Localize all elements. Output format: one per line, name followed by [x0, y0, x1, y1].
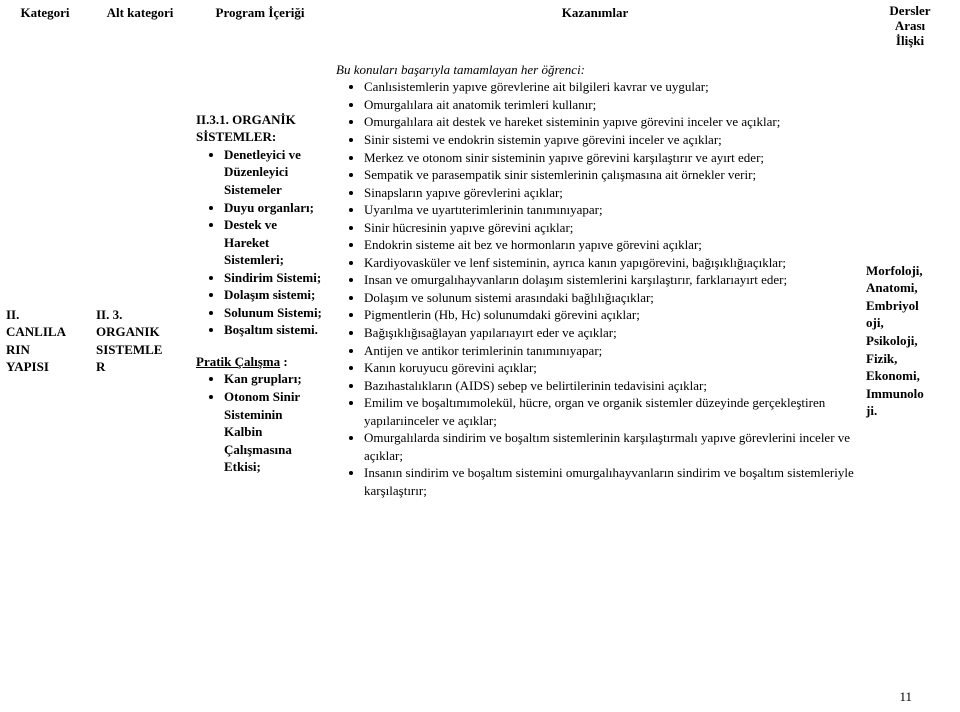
kazan-item: Uyarılma ve uyartıterimlerinin tanımınıy…: [364, 201, 854, 219]
dersler-l7: Ekonomi,: [866, 367, 954, 385]
header-kategori: Kategori: [0, 0, 90, 57]
header-row: Kategori Alt kategori Program İçeriği Ka…: [0, 0, 960, 57]
pratik-heading: Pratik Çalışma :: [196, 353, 324, 371]
program-items-list: Denetleyici ve Düzenleyici Sistemeler Du…: [196, 146, 324, 339]
pratik-item: Otonom Sinir Sisteminin Kalbin Çalışması…: [224, 388, 324, 476]
kazan-item: Emilim ve boşaltımımolekül, hücre, organ…: [364, 394, 854, 429]
dersler-l6: Fizik,: [866, 350, 954, 368]
program-item: Denetleyici ve Düzenleyici Sistemeler: [224, 146, 324, 199]
dersler-l8: Immunolo: [866, 385, 954, 403]
kazan-item: Sinir hücresinin yapıve görevini açıklar…: [364, 219, 854, 237]
cell-kategori: II. CANLILA RIN YAPISI: [0, 57, 90, 625]
dersler-block: Morfoloji, Anatomi, Embriyol oji, Psikol…: [866, 61, 954, 621]
pratik-label: Pratik Çalışma: [196, 354, 280, 369]
program-heading-l1: II.3.1. ORGANİK: [196, 111, 324, 129]
program-heading-l2: SİSTEMLER:: [196, 128, 324, 146]
kazan-item: Bağışıklığısağlayan yapılarıayırt eder v…: [364, 324, 854, 342]
alt-kategori-block: II. 3. ORGANIK SISTEMLE R: [96, 61, 184, 621]
page-number: 11: [899, 688, 912, 706]
cell-alt-kategori: II. 3. ORGANIK SISTEMLE R: [90, 57, 190, 625]
alt-kategori-num: II. 3.: [96, 306, 184, 324]
dersler-l9: ji.: [866, 402, 954, 420]
alt-kategori-title-l3: R: [96, 358, 184, 376]
kazan-item: Bazıhastalıkların (AIDS) sebep ve belirt…: [364, 377, 854, 395]
program-item: Boşaltım sistemi.: [224, 321, 324, 339]
kazan-item: Pigmentlerin (Hb, Hc) solunumdaki görevi…: [364, 306, 854, 324]
spacer: [196, 339, 324, 353]
program-item: Solunum Sistemi;: [224, 304, 324, 322]
header-dersler-l2: Arası: [866, 19, 954, 34]
program-item: Sindirim Sistemi;: [224, 269, 324, 287]
kazan-intro: Bu konuları başarıyla tamamlayan her öğr…: [336, 61, 854, 79]
program-item: Duyu organları;: [224, 199, 324, 217]
program-block: II.3.1. ORGANİK SİSTEMLER: Denetleyici v…: [196, 61, 324, 621]
kategori-title-l1: CANLILA: [6, 323, 84, 341]
header-dersler: Dersler Arası İlişki: [860, 0, 960, 57]
kazan-item: Antijen ve antikor terimlerinin tanımını…: [364, 342, 854, 360]
kazan-item: Omurgalılara ait destek ve hareket siste…: [364, 113, 854, 131]
header-program: Program İçeriği: [190, 0, 330, 57]
header-alt-kategori: Alt kategori: [90, 0, 190, 57]
dersler-l4: oji,: [866, 314, 954, 332]
alt-kategori-title-l1: ORGANIK: [96, 323, 184, 341]
header-dersler-l1: Dersler: [866, 4, 954, 19]
kazan-item: Omurgalılarda sindirim ve boşaltım siste…: [364, 429, 854, 464]
kazan-item: Canlısistemlerin yapıve görevlerine ait …: [364, 78, 854, 96]
kategori-title-l3: YAPISI: [6, 358, 84, 376]
kazan-item: Insanın sindirim ve boşaltım sistemini o…: [364, 464, 854, 499]
cell-program: II.3.1. ORGANİK SİSTEMLER: Denetleyici v…: [190, 57, 330, 625]
cell-dersler: Morfoloji, Anatomi, Embriyol oji, Psikol…: [860, 57, 960, 625]
alt-kategori-title-l2: SISTEMLE: [96, 341, 184, 359]
body-row: II. CANLILA RIN YAPISI II. 3. ORGANIK SI…: [0, 57, 960, 625]
curriculum-table: Kategori Alt kategori Program İçeriği Ka…: [0, 0, 960, 625]
program-item: Dolaşım sistemi;: [224, 286, 324, 304]
kategori-title-l2: RIN: [6, 341, 84, 359]
dersler-l5: Psikoloji,: [866, 332, 954, 350]
kazan-item: Endokrin sisteme ait bez ve hormonların …: [364, 236, 854, 254]
header-kazanimlar: Kazanımlar: [330, 0, 860, 57]
kazan-item: Merkez ve otonom sinir sisteminin yapıve…: [364, 149, 854, 167]
kazan-item: Omurgalılara ait anatomik terimleri kull…: [364, 96, 854, 114]
pratik-item: Kan grupları;: [224, 370, 324, 388]
kazan-item: Dolaşım ve solunum sistemi arasındaki ba…: [364, 289, 854, 307]
kazan-item: Sinir sistemi ve endokrin sistemin yapıv…: [364, 131, 854, 149]
header-dersler-l3: İlişki: [866, 34, 954, 49]
pratik-colon: :: [280, 354, 288, 369]
kategori-block: II. CANLILA RIN YAPISI: [6, 61, 84, 621]
program-item: Destek ve Hareket Sistemleri;: [224, 216, 324, 269]
dersler-l3: Embriyol: [866, 297, 954, 315]
kazan-item: Insan ve omurgalıhayvanların dolaşım sis…: [364, 271, 854, 289]
dersler-l2: Anatomi,: [866, 279, 954, 297]
kazan-item: Sempatik ve parasempatik sinir sistemler…: [364, 166, 854, 184]
dersler-l1: Morfoloji,: [866, 262, 954, 280]
kazan-item: Sinapsların yapıve görevlerini açıklar;: [364, 184, 854, 202]
kategori-num: II.: [6, 306, 84, 324]
kazan-item: Kardiyovasküler ve lenf sisteminin, ayrı…: [364, 254, 854, 272]
kazan-list: Canlısistemlerin yapıve görevlerine ait …: [336, 78, 854, 499]
kazan-item: Kanın koruyucu görevini açıklar;: [364, 359, 854, 377]
cell-kazan: Bu konuları başarıyla tamamlayan her öğr…: [330, 57, 860, 625]
pratik-items-list: Kan grupları; Otonom Sinir Sisteminin Ka…: [196, 370, 324, 475]
